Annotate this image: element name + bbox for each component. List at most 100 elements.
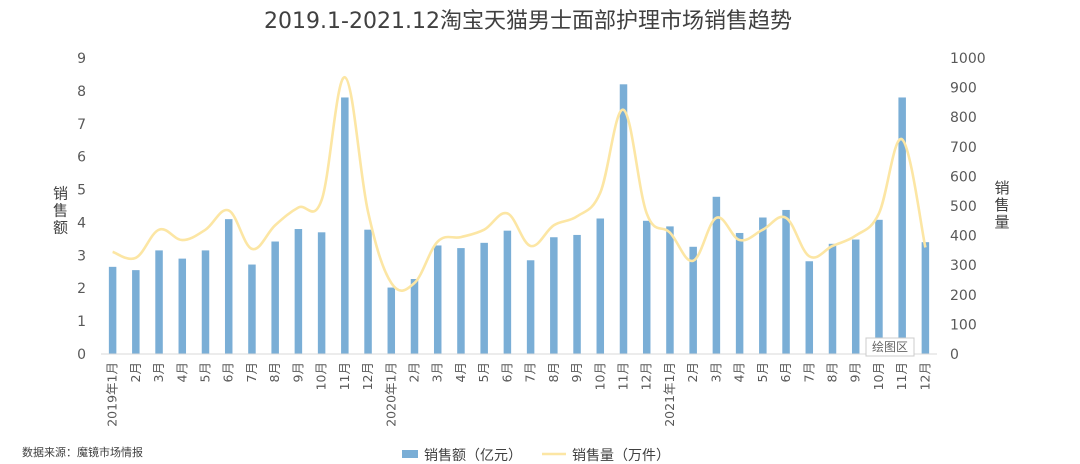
right-axis-ticks: 0 100 200 300 400 500 600 700 800 900 1000 (950, 51, 986, 363)
watermark-text: 绘图区 (872, 339, 908, 354)
bar (457, 248, 465, 354)
x-tick-label: 9月 (569, 362, 584, 382)
bar (875, 219, 883, 354)
left-tick-label: 3 (77, 248, 86, 264)
legend-bar-label: 销售额（亿元） (424, 448, 522, 464)
right-axis-label: 销售量 (994, 179, 1009, 231)
data-source: 数据来源：魔镜市场情报 (22, 445, 143, 459)
bar (735, 232, 744, 354)
bar (224, 219, 233, 354)
x-tick-label: 10月 (871, 362, 886, 390)
left-tick-label: 8 (77, 84, 86, 100)
x-tick-label: 7月 (523, 362, 538, 382)
x-tick-label: 10月 (592, 362, 607, 390)
left-axis-label: 销售额 (51, 186, 69, 235)
left-tick-label: 0 (77, 347, 86, 363)
x-tick-label: 3月 (151, 362, 166, 382)
bar (248, 264, 256, 354)
left-tick-label: 4 (77, 215, 86, 231)
x-tick-label: 6月 (499, 362, 514, 382)
bar (317, 232, 326, 354)
x-tick-label: 7月 (244, 362, 259, 382)
bar (132, 270, 140, 354)
bar (387, 287, 396, 354)
x-tick-label: 8月 (825, 362, 840, 382)
x-tick-label: 8月 (267, 362, 282, 382)
legend-line-label: 销售量（万件） (572, 448, 670, 464)
bar (596, 218, 605, 354)
x-tick-label: 2020年1月 (383, 362, 398, 427)
right-tick-label: 600 (950, 169, 977, 185)
left-tick-label: 6 (77, 150, 86, 166)
legend: 销售额（亿元） 销售量（万件） (402, 448, 670, 464)
bar (782, 209, 790, 354)
x-tick-label: 5月 (198, 362, 213, 382)
x-tick-label: 7月 (801, 362, 816, 382)
x-tick-label: 6月 (778, 362, 793, 382)
right-tick-label: 200 (950, 288, 977, 304)
right-tick-label: 400 (950, 229, 977, 245)
volume-line (112, 75, 927, 292)
bar (294, 229, 303, 354)
x-tick-label: 9月 (848, 362, 863, 382)
x-axis-ticks: 2019年1月 2月 3月 4月 5月 6月 7月 8月 9月 10月 11月 12月 2020年1月 2… (105, 362, 933, 427)
right-axis-title: 销售量 (994, 179, 1009, 231)
right-tick-label: 100 (950, 317, 977, 333)
x-tick-label: 4月 (453, 362, 468, 382)
left-tick-label: 1 (77, 314, 86, 330)
x-tick-label: 2019年1月 (105, 362, 120, 427)
right-tick-label: 300 (950, 258, 977, 274)
left-axis-title: 销售额 (51, 186, 69, 235)
bar (828, 243, 837, 354)
bar (642, 220, 651, 354)
x-tick-label: 2月 (128, 362, 143, 382)
bar (805, 261, 814, 354)
left-tick-label: 5 (77, 183, 86, 199)
left-tick-label: 9 (77, 51, 86, 67)
bar-series (108, 84, 930, 355)
x-tick-label: 4月 (174, 362, 189, 382)
right-tick-label: 0 (950, 347, 959, 363)
x-tick-label: 2021年1月 (662, 362, 677, 427)
chart-title: 2019.1-2021.12淘宝天猫男士面部护理市场销售趋势 (264, 9, 792, 34)
right-tick-label: 700 (950, 140, 977, 156)
x-tick-label: 2月 (685, 362, 700, 382)
x-tick-label: 12月 (360, 362, 375, 390)
x-tick-label: 11月 (894, 362, 909, 390)
bar (759, 217, 767, 354)
bar (410, 279, 419, 354)
bar (480, 242, 488, 354)
bar (201, 250, 210, 354)
right-tick-label: 1000 (950, 51, 986, 67)
bar (666, 226, 674, 354)
x-tick-label: 5月 (476, 362, 491, 382)
x-tick-label: 11月 (616, 362, 631, 390)
bar (271, 241, 279, 354)
x-tick-label: 5月 (755, 362, 770, 382)
bar (178, 258, 187, 354)
x-tick-label: 12月 (917, 362, 932, 390)
x-tick-label: 12月 (639, 362, 654, 390)
x-tick-label: 8月 (546, 362, 561, 382)
x-tick-label: 6月 (221, 362, 236, 382)
x-tick-label: 2月 (407, 362, 422, 382)
x-tick-label: 10月 (314, 362, 329, 390)
right-tick-label: 500 (950, 199, 977, 215)
x-tick-label: 11月 (337, 362, 352, 390)
bar (433, 245, 442, 354)
bar (619, 84, 628, 355)
right-tick-label: 800 (950, 110, 977, 126)
bar (712, 196, 721, 354)
x-tick-label: 4月 (732, 362, 747, 382)
bar (526, 260, 535, 354)
bar (503, 230, 512, 354)
bar (851, 239, 860, 354)
bar (550, 237, 558, 354)
x-tick-label: 3月 (430, 362, 445, 382)
watermark: 绘图区 (865, 337, 915, 357)
left-axis-ticks: 0 1 2 3 4 5 6 7 8 9 (77, 51, 86, 363)
legend-bar-swatch (402, 450, 418, 458)
bar (341, 97, 349, 354)
bar (898, 97, 906, 354)
bar (689, 246, 697, 354)
